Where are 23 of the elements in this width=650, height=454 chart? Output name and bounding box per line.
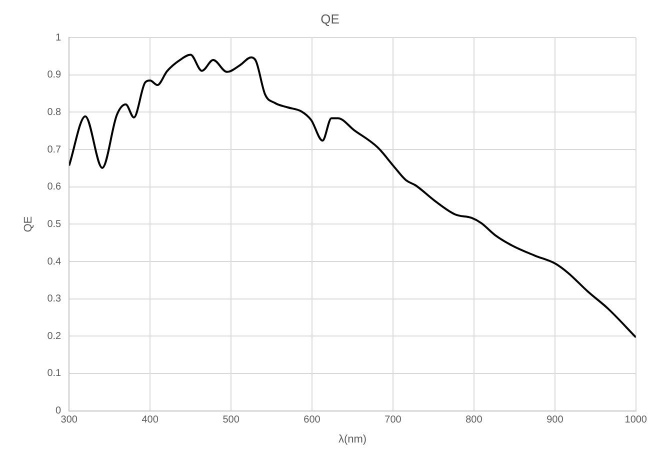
- x-tick-label: 500: [222, 414, 240, 426]
- x-tick-label: 800: [466, 414, 483, 426]
- y-tick-label: 0.8: [47, 106, 62, 118]
- y-tick-label: 0.9: [47, 70, 62, 81]
- y-tick-label: 0.5: [47, 218, 62, 230]
- y-tick-label: 0.4: [47, 256, 62, 268]
- y-tick-label: 0.2: [47, 330, 62, 342]
- y-axis-title: QE: [22, 216, 35, 232]
- x-tick-label: 300: [60, 414, 78, 426]
- y-tick-label: 0.1: [47, 368, 62, 380]
- y-tick-label: 1: [56, 32, 62, 44]
- x-tick-label: 600: [304, 414, 321, 426]
- y-tick-label: 0.6: [47, 182, 62, 193]
- x-tick-label: 1000: [624, 414, 648, 426]
- y-tick-label: 0.7: [47, 144, 62, 156]
- x-tick-label: 700: [384, 414, 402, 426]
- x-axis-title: λ(nm): [338, 433, 367, 446]
- line-series: [69, 54, 636, 338]
- x-tick-label: 900: [546, 414, 564, 426]
- chart-title: QE: [320, 11, 340, 26]
- y-tick-label: 0.3: [47, 294, 62, 305]
- x-tick-label: 400: [142, 414, 159, 426]
- y-tick-label: 0: [56, 406, 62, 417]
